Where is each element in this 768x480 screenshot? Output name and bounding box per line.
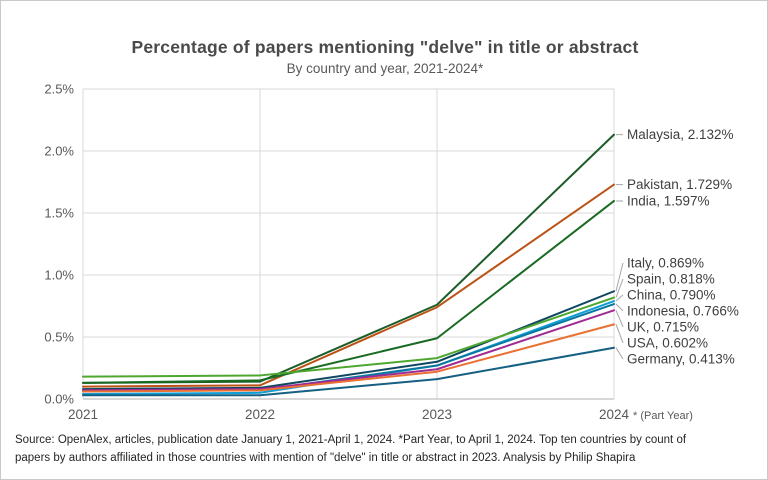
x-axis-tick-label: 2022 xyxy=(245,407,275,422)
series-label-pakistan: Pakistan, 1.729% xyxy=(627,177,732,192)
series-label-leader-indonesia xyxy=(615,303,624,312)
series-label-germany: Germany, 0.413% xyxy=(627,351,735,366)
series-line-usa xyxy=(82,323,615,393)
y-axis-tick-label: 1.5% xyxy=(44,206,74,221)
series-line-uk xyxy=(82,309,615,392)
series-line-italy xyxy=(82,290,615,391)
y-axis-tick-label: 2.0% xyxy=(44,144,74,159)
source-note: Source: OpenAlex, articles, publication … xyxy=(15,431,755,467)
source-line-2: papers by authors affiliated in those co… xyxy=(15,452,636,464)
y-axis-tick-label: 0.5% xyxy=(44,330,74,345)
series-line-pakistan xyxy=(82,183,615,388)
series-label-india: India, 1.597% xyxy=(627,193,710,208)
series-label-malaysia: Malaysia, 2.132% xyxy=(627,127,734,142)
series-label-china: China, 0.790% xyxy=(627,287,716,302)
series-label-leader-china xyxy=(615,294,624,302)
series-label-leader-italy xyxy=(615,262,624,292)
series-line-india xyxy=(82,199,615,384)
series-label-uk: UK, 0.715% xyxy=(627,319,699,334)
y-axis-tick-label: 1.0% xyxy=(44,268,74,283)
x-axis-tick-suffix: * (Part Year) xyxy=(633,410,693,422)
chart-title: Percentage of papers mentioning "delve" … xyxy=(131,37,639,57)
series-label-leader-usa xyxy=(615,324,624,344)
series-label-spain: Spain, 0.818% xyxy=(627,271,715,286)
series-line-spain xyxy=(82,296,615,378)
series-label-usa: USA, 0.602% xyxy=(627,335,708,350)
series-line-germany xyxy=(82,346,615,397)
x-axis-tick-label: 2021 xyxy=(68,407,98,422)
y-axis-tick-label: 0.0% xyxy=(44,392,74,407)
series-label-leader-uk xyxy=(615,310,624,328)
source-line-1: Source: OpenAlex, articles, publication … xyxy=(15,434,687,446)
series-label-leader-germany xyxy=(615,347,624,360)
x-axis-tick-label: 2023 xyxy=(422,407,452,422)
series-label-indonesia: Indonesia, 0.766% xyxy=(627,303,739,318)
series-label-italy: Italy, 0.869% xyxy=(627,255,704,270)
x-axis-tick-label: 2024 xyxy=(599,407,630,422)
series-label-leader-spain xyxy=(615,278,624,298)
y-axis-tick-label: 2.5% xyxy=(44,82,74,97)
chart-subtitle: By country and year, 2021-2024* xyxy=(286,61,484,76)
